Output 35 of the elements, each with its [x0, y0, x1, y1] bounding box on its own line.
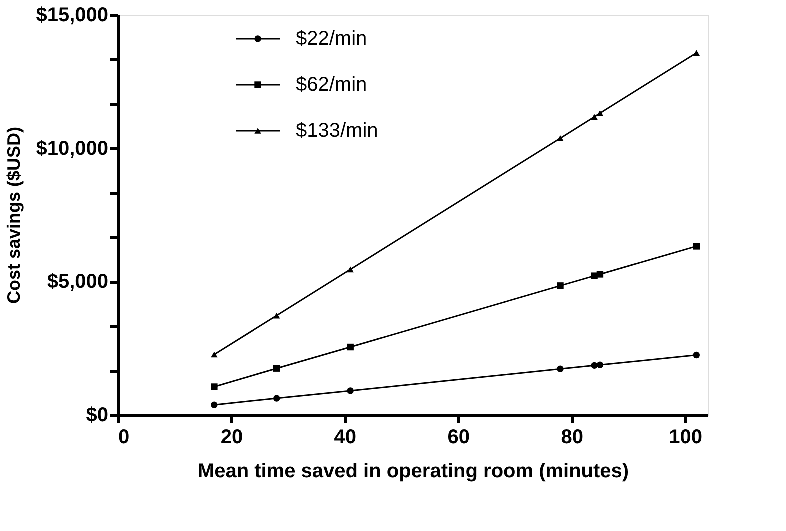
point — [211, 352, 218, 358]
point — [347, 266, 354, 273]
point — [596, 271, 604, 278]
point — [693, 243, 700, 250]
x-tick-label: 0 — [118, 426, 130, 448]
point — [591, 114, 598, 120]
x-tick-label: 100 — [669, 426, 702, 448]
point — [591, 362, 598, 370]
x-axis-title: Mean time saved in operating room (minutes) — [198, 460, 630, 482]
y-tick-label: $5,000 — [47, 271, 108, 294]
legend-label: $22/min — [296, 28, 368, 50]
point — [273, 312, 280, 319]
point — [211, 402, 218, 408]
point — [273, 395, 280, 402]
x-tick-label: 60 — [448, 426, 470, 448]
legend-label: $62/min — [296, 74, 368, 96]
point — [273, 365, 280, 372]
point — [557, 366, 564, 372]
point — [693, 50, 700, 56]
point — [211, 384, 218, 390]
point — [557, 282, 564, 290]
point — [347, 388, 354, 394]
x-tick-label: 20 — [220, 426, 244, 448]
point — [347, 344, 354, 351]
x-tick-label: 40 — [334, 426, 357, 448]
x-tick-label: 80 — [561, 426, 584, 448]
point — [557, 136, 564, 142]
y-tick-label: $0 — [86, 404, 108, 426]
point — [693, 352, 700, 359]
point — [596, 110, 604, 116]
point — [596, 362, 604, 368]
y-tick-label: $15,000 — [36, 4, 108, 26]
legend-label: $133/min — [296, 120, 378, 142]
y-tick-label: $10,000 — [36, 138, 108, 160]
y-axis-title: Cost savings ($USD) — [4, 126, 24, 304]
